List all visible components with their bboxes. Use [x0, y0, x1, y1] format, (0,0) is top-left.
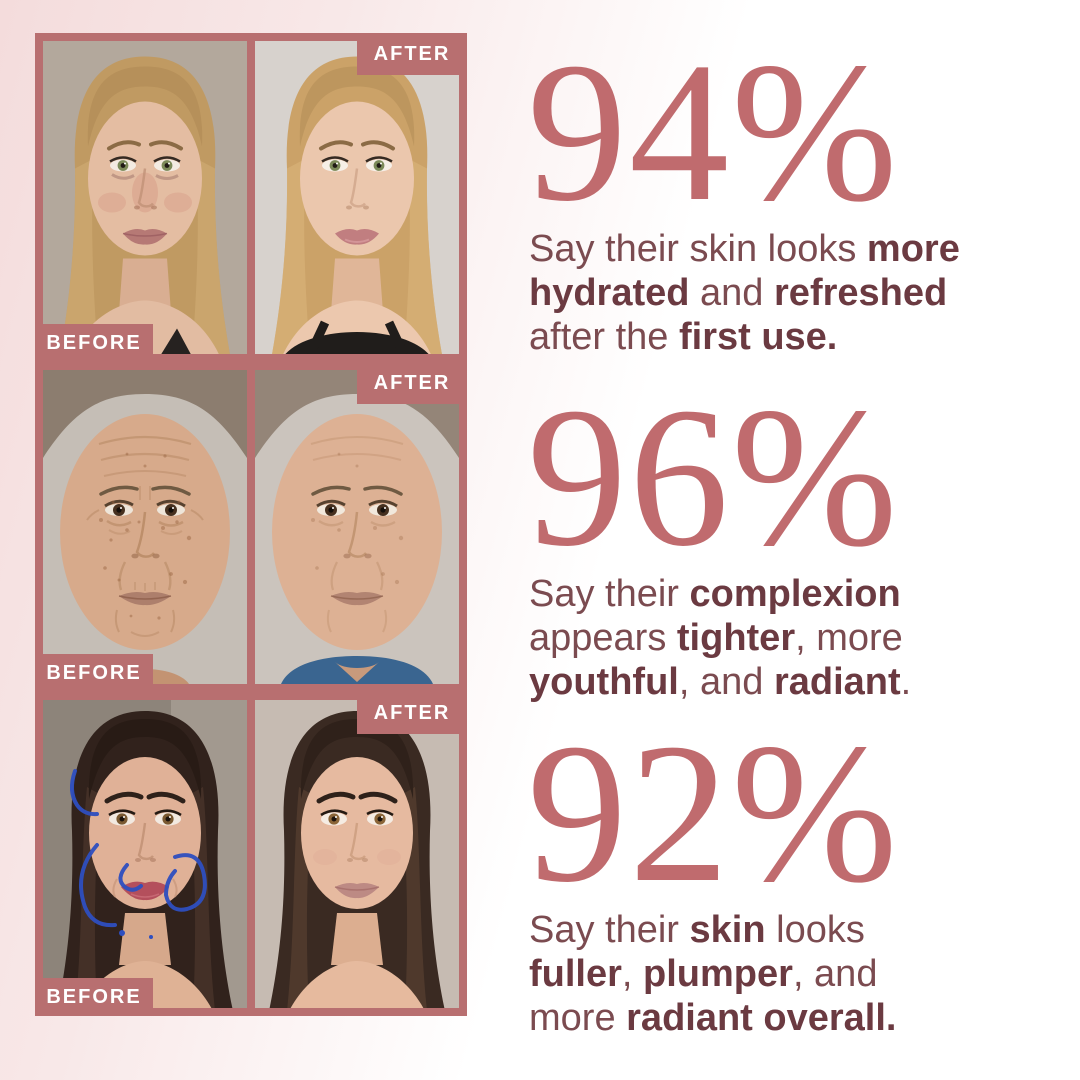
- freckles: [311, 452, 404, 585]
- stat-line: fuller, plumper, and: [529, 952, 1052, 996]
- after-badge: AFTER: [357, 33, 467, 75]
- stat-value: 96%: [527, 367, 900, 588]
- before-after-column: AFTER BEFORE: [35, 33, 467, 1016]
- stat-line: more radiant overall.: [529, 996, 1052, 1040]
- after-badge: AFTER: [357, 692, 467, 734]
- stat-line: Say their complexion: [529, 572, 1052, 616]
- stat-block-94: 94% Say their skin looks more hydrated a…: [527, 22, 1052, 359]
- pair3-before-photo: [43, 700, 247, 1008]
- pair1-after-photo: [255, 41, 459, 354]
- text-segment: and: [689, 272, 775, 314]
- text-segment-bold: first use.: [678, 316, 838, 358]
- pair2-after-photo: [255, 370, 459, 684]
- text-segment-bold: skin: [689, 909, 766, 951]
- pair2-before-photo: [43, 370, 247, 684]
- text-segment: looks: [765, 909, 865, 951]
- text-segment-bold: youthful: [529, 661, 679, 703]
- photo-pair-2: AFTER BEFORE: [35, 362, 467, 692]
- text-segment: ,: [621, 953, 644, 995]
- stat-line: hydrated and refreshed: [529, 271, 1052, 315]
- text-segment-bold: fuller: [529, 953, 622, 995]
- stat-description: Say their skin looks fuller, plumper, an…: [529, 908, 1052, 1040]
- face-illustration-mature-before: [43, 370, 247, 684]
- stat-description: Say their skin looks more hydrated and r…: [529, 227, 1052, 359]
- text-segment: after the: [529, 316, 679, 358]
- marker-annotations: [70, 769, 207, 928]
- photo-pair-1: AFTER BEFORE: [35, 33, 467, 362]
- text-segment: Say their: [529, 909, 690, 951]
- face-illustration-blonde-before: [43, 41, 247, 354]
- text-segment: , more: [795, 617, 903, 659]
- text-segment: , and: [678, 661, 774, 703]
- text-segment: Say their skin looks: [529, 228, 867, 270]
- pair1-before-photo: [43, 41, 247, 354]
- before-badge: BEFORE: [35, 324, 153, 362]
- text-segment: Say their: [529, 573, 690, 615]
- stat-value: 94%: [527, 22, 900, 243]
- after-badge: AFTER: [357, 362, 467, 404]
- text-segment-bold: plumper: [643, 953, 793, 995]
- text-segment: , and: [792, 953, 878, 995]
- stat-line: youthful, and radiant.: [529, 660, 1052, 704]
- stat-block-96: 96% Say their complexion appears tighter…: [527, 367, 1052, 704]
- text-segment: appears: [529, 617, 677, 659]
- stat-line: appears tighter, more: [529, 616, 1052, 660]
- text-segment-bold: more: [866, 228, 960, 270]
- pair3-after-photo: [255, 700, 459, 1008]
- text-segment-bold: complexion: [689, 573, 901, 615]
- stat-line: after the first use.: [529, 315, 1052, 359]
- before-badge: BEFORE: [35, 654, 153, 692]
- face-illustration-brunette-before: [43, 700, 247, 1008]
- face-illustration-mature-after: [255, 370, 459, 684]
- text-segment-bold: radiant overall.: [626, 997, 897, 1039]
- before-badge: BEFORE: [35, 978, 153, 1016]
- text-segment: .: [900, 661, 912, 703]
- face-illustration-blonde-after: [255, 41, 459, 354]
- freckles: [99, 452, 192, 620]
- text-segment-bold: refreshed: [774, 272, 948, 314]
- stat-line: Say their skin looks: [529, 908, 1052, 952]
- face-illustration-brunette-after: [255, 700, 459, 1008]
- stat-line: Say their skin looks more: [529, 227, 1052, 271]
- stat-description: Say their complexion appears tighter, mo…: [529, 572, 1052, 704]
- stat-value: 92%: [527, 703, 900, 924]
- stat-block-92: 92% Say their skin looks fuller, plumper…: [527, 703, 1052, 1040]
- text-segment-bold: hydrated: [529, 272, 690, 314]
- text-segment-bold: radiant: [773, 661, 901, 703]
- photo-pair-3: AFTER BEFORE: [35, 692, 467, 1016]
- stats-column: 94% Say their skin looks more hydrated a…: [527, 0, 1052, 1080]
- text-segment-bold: tighter: [676, 617, 796, 659]
- text-segment: more: [529, 997, 627, 1039]
